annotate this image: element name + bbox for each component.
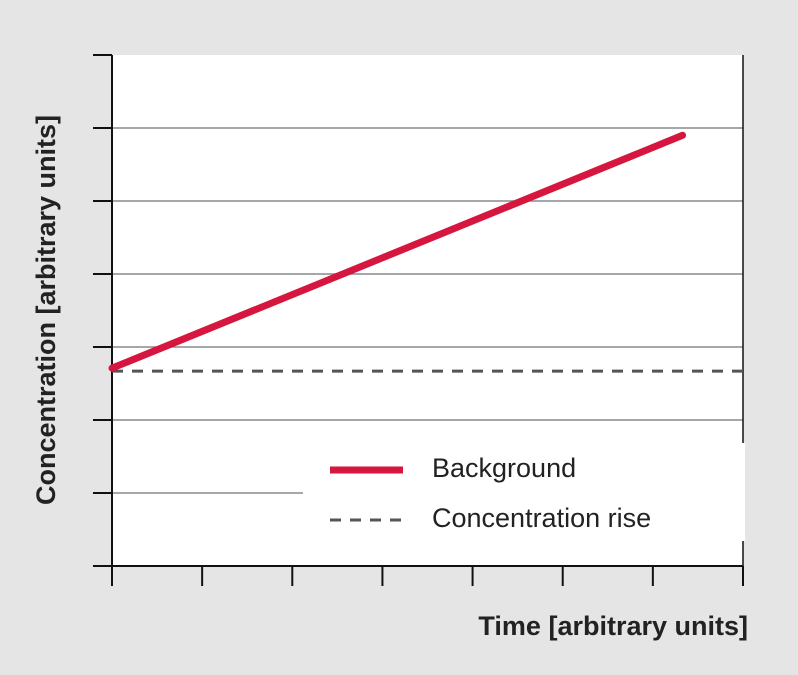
legend-box — [303, 443, 745, 541]
legend-label: Background — [432, 453, 576, 483]
x-axis-label: Time [arbitrary units] — [478, 611, 748, 641]
legend-label: Concentration rise — [432, 503, 651, 533]
data-line — [108, 131, 687, 372]
y-axis-label: Concentration [arbitrary units] — [31, 115, 61, 505]
